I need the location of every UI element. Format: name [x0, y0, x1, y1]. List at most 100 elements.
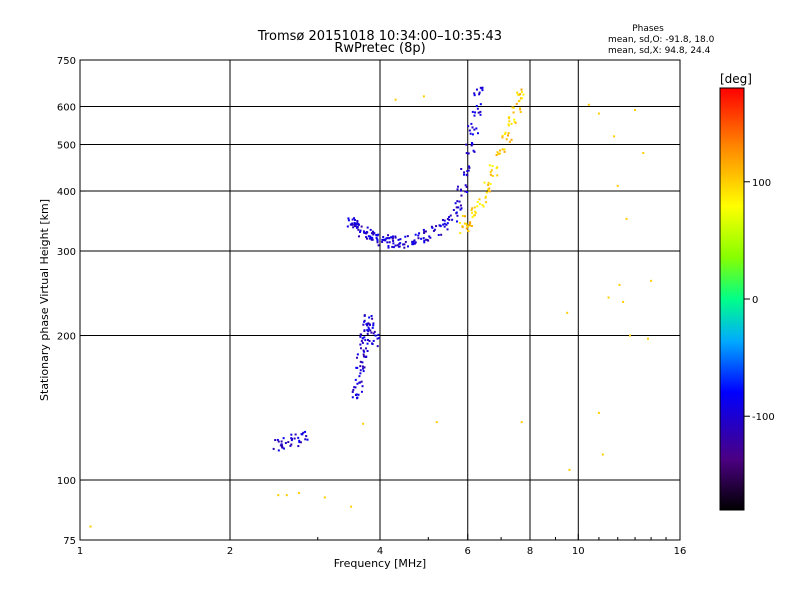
data-point [371, 238, 374, 241]
data-point [355, 226, 358, 229]
data-point [566, 311, 569, 314]
data-point [374, 334, 377, 337]
data-point [488, 164, 491, 167]
data-point [454, 202, 457, 205]
data-point [304, 430, 307, 433]
data-point [370, 314, 373, 317]
data-point [376, 337, 379, 340]
data-point [496, 174, 499, 177]
data-point [508, 116, 511, 119]
data-point [277, 449, 280, 452]
y-tick-label: 750 [57, 56, 76, 67]
data-point [510, 122, 513, 125]
data-point [470, 209, 473, 212]
data-point [480, 87, 483, 90]
data-point [385, 237, 388, 240]
data-point [475, 88, 478, 91]
data-point [373, 330, 376, 333]
data-point [470, 122, 473, 125]
data-point [515, 102, 518, 105]
data-point [463, 171, 466, 174]
data-point [354, 386, 357, 389]
data-point [456, 188, 459, 191]
data-point [365, 347, 368, 350]
data-point [299, 441, 302, 444]
data-point [305, 435, 308, 438]
data-point [381, 240, 384, 243]
data-point [420, 237, 423, 240]
data-point [352, 388, 355, 391]
data-point [361, 361, 364, 364]
data-point [467, 169, 470, 172]
data-point [387, 246, 390, 249]
data-point [350, 505, 353, 508]
data-point [503, 150, 506, 153]
data-point [455, 206, 458, 209]
data-point [369, 329, 372, 332]
data-point [274, 439, 277, 442]
data-point [372, 322, 375, 325]
data-point [417, 234, 420, 237]
data-point [568, 468, 571, 471]
data-point [484, 196, 487, 199]
data-point [368, 316, 371, 319]
data-point [354, 378, 357, 381]
data-point [363, 320, 366, 323]
data-point [394, 98, 397, 101]
data-point [522, 93, 525, 96]
data-point [460, 188, 463, 191]
data-point [607, 296, 610, 299]
data-point [463, 215, 466, 218]
data-point [359, 335, 362, 338]
data-point [365, 232, 368, 235]
data-point [411, 240, 414, 243]
data-point [423, 231, 426, 234]
data-point [280, 444, 283, 447]
data-point [369, 228, 372, 231]
data-point [422, 237, 425, 240]
data-point [501, 136, 504, 139]
data-point [362, 323, 365, 326]
data-point [356, 221, 359, 224]
data-point [361, 365, 364, 368]
data-point [504, 131, 507, 134]
data-point [413, 239, 416, 242]
data-point [370, 238, 373, 241]
data-point [435, 225, 438, 228]
data-point [355, 225, 358, 228]
colorbar-tick-label: 100 [752, 178, 771, 189]
data-point [501, 134, 504, 137]
data-point [359, 343, 362, 346]
data-point [518, 93, 521, 96]
data-point [362, 353, 365, 356]
data-point [625, 217, 628, 220]
data-point [376, 241, 379, 244]
data-point [432, 229, 435, 232]
data-point [382, 235, 385, 238]
data-point [513, 118, 516, 121]
data-point [520, 421, 523, 424]
chart-title: Tromsø 20151018 10:34:00–10:35:43 [257, 29, 502, 44]
data-points [89, 86, 653, 528]
data-point [392, 242, 395, 245]
data-point [441, 219, 444, 222]
data-point [499, 152, 502, 155]
data-point [518, 107, 521, 110]
data-point [459, 189, 462, 192]
data-point [355, 393, 358, 396]
data-point [298, 441, 301, 444]
data-point [437, 233, 440, 236]
data-point [478, 202, 481, 205]
data-point [367, 235, 370, 238]
data-point [355, 366, 358, 369]
data-point [355, 223, 358, 226]
data-point [471, 207, 474, 210]
data-point [466, 174, 469, 177]
data-point [367, 326, 370, 329]
y-tick-label: 200 [57, 332, 76, 343]
data-point [505, 138, 508, 141]
data-point [470, 224, 473, 227]
data-point [478, 91, 481, 94]
phases-title: Phases [632, 24, 664, 34]
data-point [513, 121, 516, 124]
